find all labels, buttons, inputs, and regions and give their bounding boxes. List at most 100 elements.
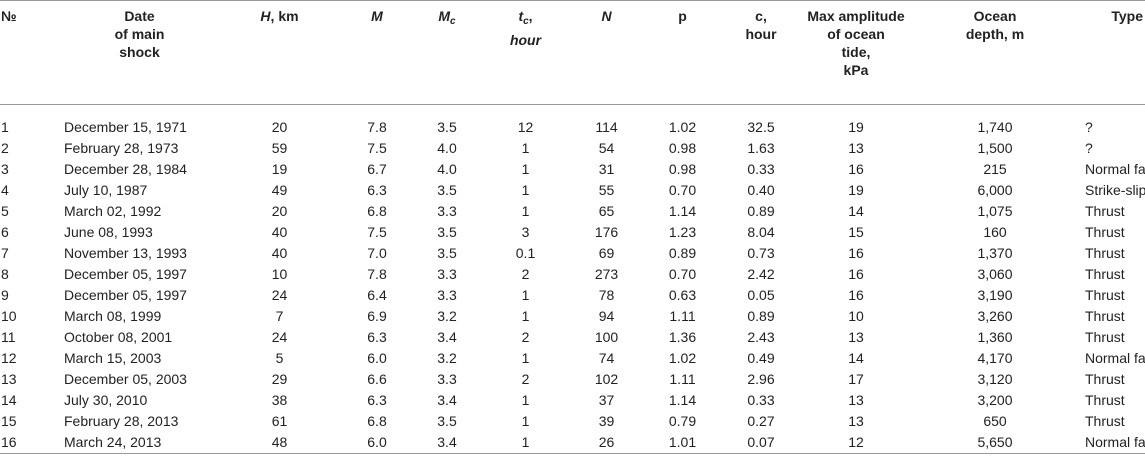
cell-magnitude: 7.5: [367, 140, 387, 156]
cell-magnitude: 6.6: [367, 371, 387, 387]
header-amplitude: Max amplitude of ocean tide, kPa: [801, 0, 911, 105]
cell-no: 12: [1, 350, 17, 366]
cell-depth-h: 61: [271, 413, 288, 429]
cell-c: 0.33: [747, 161, 775, 177]
header-h-unit: , km: [270, 8, 299, 24]
header-date-line-1: Date: [124, 8, 155, 24]
table-row: 12 March 15, 2003 5 6.0 3.2 1 74 1.02 0.49 14 4,17…: [0, 348, 1145, 369]
cell-depth-h: 24: [271, 287, 288, 303]
cell-type: Normal fault: [1079, 432, 1145, 454]
cell-no: 2: [1, 140, 9, 156]
cell-amplitude: 16: [848, 266, 864, 282]
cell-n: 69: [598, 245, 615, 261]
cell-tc: 2: [521, 266, 530, 282]
header-amp-line-1: Max amplitude: [807, 8, 905, 24]
cell-tc: 1: [521, 203, 530, 219]
cell-type: Thrust: [1085, 287, 1125, 303]
cell-magnitude: 6.0: [342, 432, 412, 454]
cell-ocean-depth: 4,170: [977, 350, 1013, 366]
cell-amplitude: 14: [848, 350, 864, 366]
cell-date: December 05, 1997: [64, 287, 187, 303]
table-row: 11 October 08, 2001 24 6.3 3.4 2 100 1.36 2.43 13…: [0, 327, 1145, 348]
cell-mc: 3.4: [437, 329, 457, 345]
cell-ocean-depth: 3,200: [977, 392, 1013, 408]
cell-n: 94: [598, 308, 615, 324]
cell-type: Thrust: [1085, 245, 1125, 261]
header-c-line-1: c,: [755, 8, 767, 24]
header-amp-line-2: of ocean: [827, 26, 885, 42]
cell-tc: 1: [521, 287, 530, 303]
cell-c: 0.49: [747, 350, 775, 366]
cell-ocean-depth: 1,740: [977, 119, 1013, 135]
cell-ocean-depth: 3,120: [977, 371, 1013, 387]
header-depth-h: H, km: [217, 0, 342, 105]
cell-date: June 08, 1993: [64, 224, 153, 240]
cell-depth-h: 10: [271, 266, 288, 282]
cell-depth-h: 40: [271, 245, 288, 261]
cell-n: 74: [598, 350, 615, 366]
cell-magnitude: 6.3: [367, 182, 387, 198]
cell-p: 0.70: [668, 182, 697, 198]
cell-ocean-depth: 1,360: [977, 329, 1013, 345]
cell-amplitude: 17: [848, 371, 864, 387]
cell-mc: 4.0: [437, 161, 457, 177]
table-row: 15 February 28, 2013 61 6.8 3.5 1 39 0.79 0.27 13…: [0, 411, 1145, 432]
cell-mc: 4.0: [437, 140, 457, 156]
cell-depth-h: 24: [271, 329, 288, 345]
cell-c: 1.63: [747, 140, 775, 156]
cell-p: 0.98: [668, 140, 697, 156]
cell-tc: 1: [521, 392, 530, 408]
cell-n: 54: [598, 140, 615, 156]
cell-ocean-depth: 3,060: [977, 266, 1013, 282]
cell-n: 31: [598, 161, 615, 177]
cell-p: 1.14: [668, 392, 697, 408]
cell-n: 273: [594, 266, 619, 282]
header-c-line-2: hour: [745, 26, 777, 42]
cell-tc: 3: [521, 224, 530, 240]
cell-n: 176: [594, 224, 619, 240]
cell-p: 1.23: [668, 224, 697, 240]
cell-ocean-depth: 1,075: [977, 203, 1013, 219]
cell-type: Thrust: [1085, 329, 1125, 345]
cell-p: 1.36: [668, 329, 697, 345]
header-ocean-depth: Ocean depth, m: [911, 0, 1079, 105]
table-row: 4 July 10, 1987 49 6.3 3.5 1 55 0.70 0.40 19 6,000…: [0, 180, 1145, 201]
cell-c: 2.96: [747, 371, 775, 387]
table-row: 6 June 08, 1993 40 7.5 3.5 3 176 1.23 8.04 15 160 T…: [0, 222, 1145, 243]
cell-date: July 30, 2010: [64, 392, 148, 408]
cell-type: Thrust: [1085, 371, 1125, 387]
cell-no: 10: [1, 308, 17, 324]
cell-c: 0.05: [747, 287, 775, 303]
cell-type: Normal fault: [1085, 350, 1145, 366]
cell-amplitude: 12: [801, 432, 911, 454]
cell-depth-h: 7: [275, 308, 284, 324]
cell-depth-h: 29: [271, 371, 288, 387]
cell-tc: 12: [517, 119, 534, 135]
header-mc: Mc: [412, 0, 482, 105]
cell-depth-h: 5: [275, 350, 284, 366]
cell-amplitude: 10: [848, 308, 864, 324]
cell-n: 100: [594, 329, 619, 345]
header-n: N: [569, 0, 644, 105]
cell-tc: 1: [482, 432, 569, 454]
cell-date: March 15, 2003: [64, 350, 162, 366]
cell-no: 7: [1, 245, 9, 261]
cell-depth-h: 59: [271, 140, 288, 156]
cell-amplitude: 13: [848, 140, 864, 156]
cell-mc: 3.4: [437, 392, 457, 408]
cell-amplitude: 16: [848, 245, 864, 261]
table-row: 16 March 24, 2013 48 6.0 3.4 1 26 1.01 0.07 12 5,6…: [0, 432, 1145, 454]
cell-no: 3: [1, 161, 9, 177]
cell-ocean-depth: 6,000: [977, 182, 1013, 198]
cell-date: March 02, 1992: [64, 203, 162, 219]
cell-p: 1.14: [668, 203, 697, 219]
cell-depth-h: 19: [271, 161, 288, 177]
cell-date: February 28, 1973: [64, 140, 179, 156]
cell-date: December 15, 1971: [64, 119, 187, 135]
cell-type: Thrust: [1085, 266, 1125, 282]
cell-type: ?: [1085, 119, 1093, 135]
header-depth-line-2: depth, m: [965, 26, 1025, 42]
cell-n: 55: [598, 182, 615, 198]
cell-n: 78: [598, 287, 615, 303]
cell-depth-h: 20: [271, 119, 288, 135]
